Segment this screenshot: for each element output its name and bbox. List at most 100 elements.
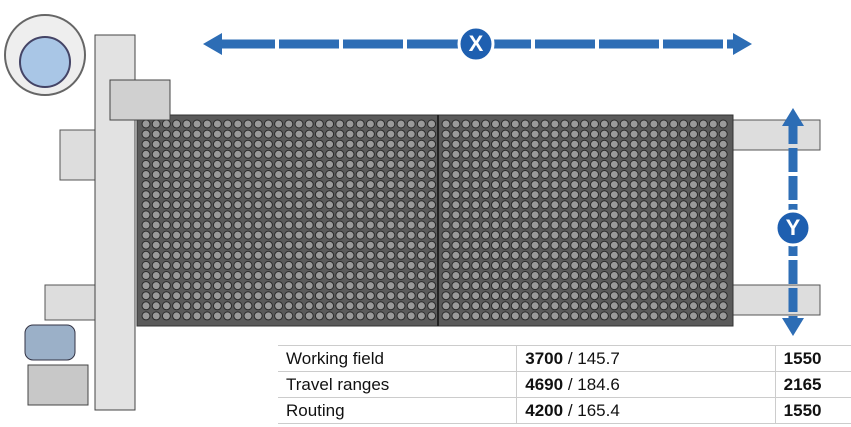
hole: [640, 140, 648, 148]
hole: [719, 160, 727, 168]
hole: [224, 150, 232, 158]
hole: [462, 231, 470, 239]
hole: [295, 181, 303, 189]
hole: [152, 171, 160, 179]
hole: [521, 130, 529, 138]
hole: [356, 241, 364, 249]
hole: [670, 292, 678, 300]
hole: [482, 211, 490, 219]
hole: [511, 221, 519, 229]
hole: [640, 130, 648, 138]
hole: [571, 231, 579, 239]
hole: [551, 241, 559, 249]
hole: [264, 241, 272, 249]
hole: [561, 171, 569, 179]
hole: [610, 261, 618, 269]
hole: [610, 282, 618, 290]
hole: [462, 140, 470, 148]
hole: [428, 181, 436, 189]
hole: [442, 171, 450, 179]
hole: [193, 272, 201, 280]
hole: [377, 201, 385, 209]
hole: [183, 282, 191, 290]
hole: [295, 191, 303, 199]
hole: [581, 211, 589, 219]
hole: [213, 282, 221, 290]
hole: [442, 302, 450, 310]
hole: [193, 130, 201, 138]
arrow-head: [782, 318, 804, 336]
hole: [366, 211, 374, 219]
hole: [699, 130, 707, 138]
hole: [407, 251, 415, 259]
hole: [285, 302, 293, 310]
hole: [551, 312, 559, 320]
hole: [264, 130, 272, 138]
hole: [213, 160, 221, 168]
hole: [581, 312, 589, 320]
hole: [285, 272, 293, 280]
hole: [305, 211, 313, 219]
hole: [462, 302, 470, 310]
hole: [213, 292, 221, 300]
hole: [462, 241, 470, 249]
hole: [387, 181, 395, 189]
hole: [719, 312, 727, 320]
hole: [610, 292, 618, 300]
hole: [650, 251, 658, 259]
hole: [442, 120, 450, 128]
hole: [511, 282, 519, 290]
hole: [387, 302, 395, 310]
hole: [407, 150, 415, 158]
hole: [193, 302, 201, 310]
hole: [173, 312, 181, 320]
hole: [600, 221, 608, 229]
hole: [162, 241, 170, 249]
row-name: Travel ranges: [278, 372, 517, 398]
hole: [213, 272, 221, 280]
hole: [224, 171, 232, 179]
hole: [193, 282, 201, 290]
hole: [305, 140, 313, 148]
hole: [387, 130, 395, 138]
hole: [610, 181, 618, 189]
hole: [591, 302, 599, 310]
hole: [142, 241, 150, 249]
hole: [660, 282, 668, 290]
hole: [275, 312, 283, 320]
page: X Y Working field3700 / 145.71550Travel …: [0, 0, 851, 427]
hole: [680, 130, 688, 138]
hole: [600, 201, 608, 209]
hole: [640, 272, 648, 280]
hole: [501, 120, 509, 128]
hole: [264, 160, 272, 168]
hole: [670, 261, 678, 269]
hole: [428, 120, 436, 128]
hole: [640, 181, 648, 189]
hole: [640, 221, 648, 229]
hole: [356, 231, 364, 239]
hole: [452, 201, 460, 209]
hole: [356, 282, 364, 290]
hole: [561, 251, 569, 259]
hole: [213, 201, 221, 209]
hole: [275, 140, 283, 148]
hole: [336, 120, 344, 128]
hole: [142, 272, 150, 280]
hole: [472, 150, 480, 158]
hole: [630, 302, 638, 310]
hole: [407, 221, 415, 229]
hole: [442, 150, 450, 158]
hole: [417, 272, 425, 280]
hole: [650, 130, 658, 138]
hole: [183, 251, 191, 259]
hole: [452, 160, 460, 168]
hole: [719, 181, 727, 189]
hole: [452, 211, 460, 219]
hole: [620, 150, 628, 158]
hole: [234, 241, 242, 249]
hole: [356, 221, 364, 229]
hole: [285, 120, 293, 128]
hole: [203, 231, 211, 239]
hole: [356, 171, 364, 179]
